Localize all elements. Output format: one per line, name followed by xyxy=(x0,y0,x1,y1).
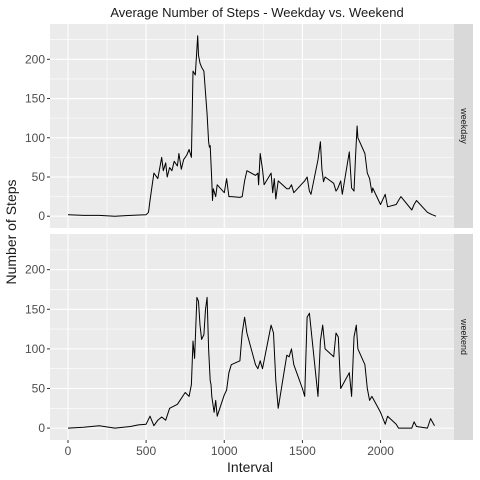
y-tick-label: 150 xyxy=(25,302,45,316)
facet-strip xyxy=(454,234,473,440)
panel-weekday: 0 50 100 150 200 weekday xyxy=(25,24,473,228)
y-tick-label: 50 xyxy=(32,382,46,396)
panels: 0 50 100 150 200 weekday 0 50 100 150 200 weekend xyxy=(25,24,473,440)
panel-weekend: 0 50 100 150 200 weekend xyxy=(25,234,473,440)
x-tick-label: 1500 xyxy=(289,444,316,458)
y-tick-label: 150 xyxy=(25,92,45,106)
x-axis: 0 500 1000 1500 2000 xyxy=(65,440,394,458)
x-axis-title: Interval xyxy=(227,459,273,475)
facet-strip xyxy=(454,24,473,228)
x-tick-label: 1000 xyxy=(211,444,238,458)
y-axis-title: Number of Steps xyxy=(3,179,19,284)
y-tick-label: 100 xyxy=(25,342,45,356)
y-tick-label: 50 xyxy=(32,170,46,184)
panel-background xyxy=(50,24,454,228)
series-line-weekday xyxy=(67,35,437,217)
y-tick-label: 200 xyxy=(25,263,45,277)
y-tick-label: 0 xyxy=(38,421,45,435)
y-tick-label: 100 xyxy=(25,131,45,145)
panel-background xyxy=(50,234,454,440)
x-tick-label: 2000 xyxy=(367,444,394,458)
x-tick-label: 500 xyxy=(136,444,156,458)
facet-strip-label: weekday xyxy=(459,107,469,144)
x-tick-label: 0 xyxy=(65,444,72,458)
y-tick-label: 200 xyxy=(25,52,45,66)
series-line-weekend xyxy=(67,296,435,429)
y-tick-label: 0 xyxy=(38,209,45,223)
chart-title: Average Number of Steps - Weekday vs. We… xyxy=(110,5,403,20)
facet-strip-label: weekend xyxy=(459,318,469,355)
